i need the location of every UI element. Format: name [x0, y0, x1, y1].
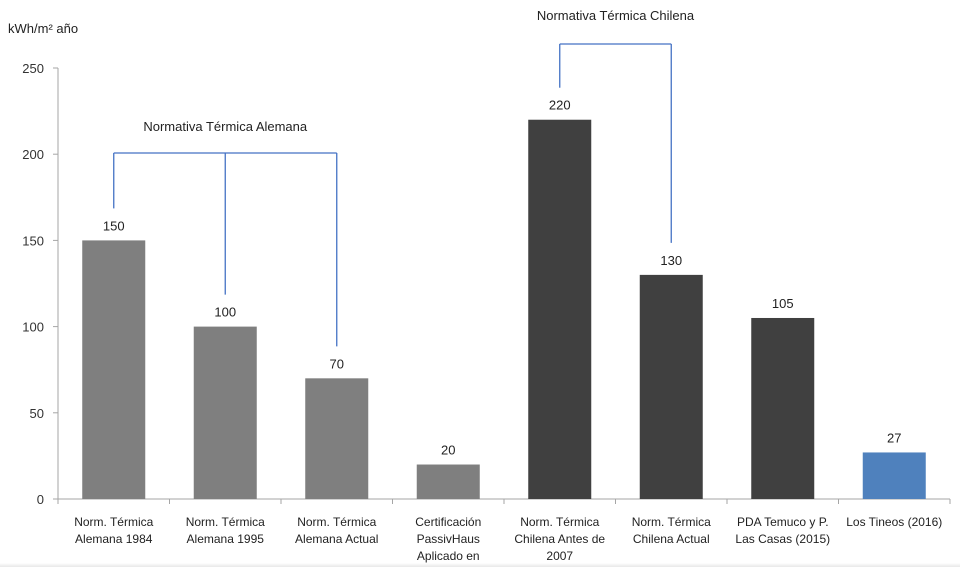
- bar: [193, 326, 257, 499]
- bar-value-label: 27: [887, 430, 901, 445]
- bar: [416, 464, 480, 499]
- bar: [528, 119, 592, 499]
- x-category-label: Norm. Térmica Alemana Actual: [295, 515, 378, 546]
- y-tick-label: 250: [22, 61, 44, 76]
- bar-value-label: 70: [330, 356, 344, 371]
- x-category-label: Norm. Térmica Chilena Actual: [632, 515, 711, 546]
- y-tick-label: 150: [22, 233, 44, 248]
- bar: [305, 378, 369, 499]
- bottom-edge-shade: [0, 563, 960, 567]
- bracket-label: Normativa Térmica Chilena: [537, 8, 695, 23]
- bar-value-label: 105: [772, 296, 794, 311]
- bar-value-label: 150: [103, 218, 125, 233]
- x-category-label: Norm. Térmica Alemana 1984: [74, 515, 153, 546]
- x-category-label: PDA Temuco y P. Las Casas (2015): [735, 515, 830, 546]
- bar: [751, 317, 815, 499]
- x-category-label: Certificación PassivHaus Aplicado en: [415, 515, 481, 563]
- bar-value-label: 130: [660, 253, 682, 268]
- bracket-label: Normativa Térmica Alemana: [143, 119, 308, 134]
- bar-value-label: 100: [214, 305, 236, 320]
- bar: [862, 452, 926, 499]
- x-category-label: Los Tineos (2016): [846, 515, 942, 529]
- x-category-label: Norm. Térmica Chilena Antes de 2007: [514, 515, 605, 563]
- x-category-label: Norm. Térmica Alemana 1995: [186, 515, 265, 546]
- bar-value-label: 20: [441, 443, 455, 458]
- x-axis-labels: Norm. Térmica Alemana 1984 Norm. Térmica Al…: [74, 515, 942, 563]
- y-tick-label: 100: [22, 320, 44, 335]
- bar-value-label: 220: [549, 98, 571, 113]
- bar: [82, 240, 146, 499]
- y-axis-label: kWh/m² año: [8, 21, 78, 36]
- y-tick-label: 0: [37, 492, 44, 507]
- y-tick-label: 50: [30, 406, 44, 421]
- bar: [639, 274, 703, 499]
- annotation-brackets: Normativa Térmica Alemana Normativa Térmi…: [113, 8, 695, 347]
- bars-group: 150 100 70 20 220 130 105 27: [82, 98, 926, 499]
- y-tick-label: 200: [22, 147, 44, 162]
